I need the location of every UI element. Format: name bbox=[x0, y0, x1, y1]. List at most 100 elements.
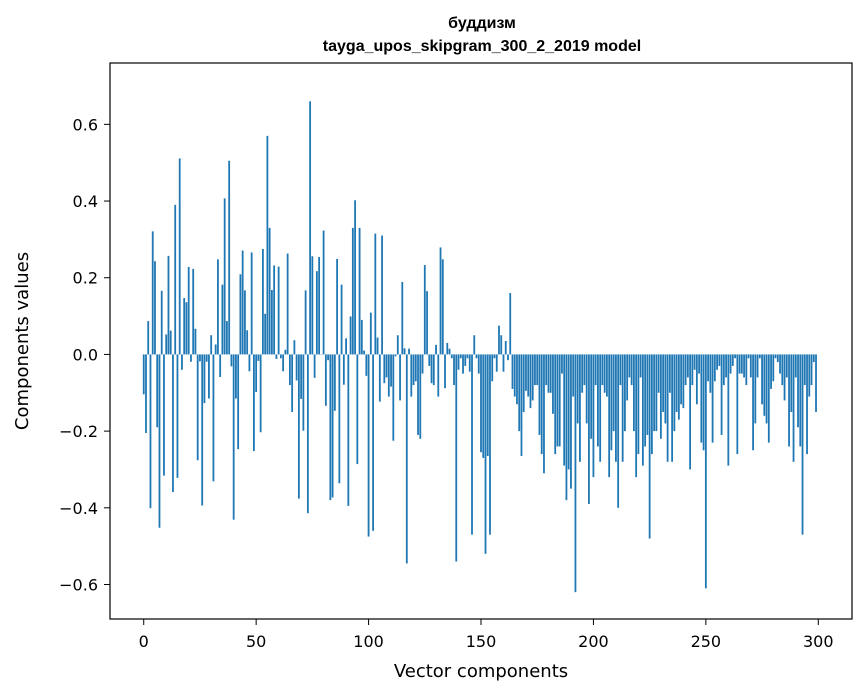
bar bbox=[511, 354, 514, 389]
bar bbox=[727, 354, 730, 466]
bar bbox=[583, 354, 586, 386]
bar bbox=[279, 354, 282, 359]
bar bbox=[527, 354, 530, 397]
bar bbox=[754, 354, 757, 424]
bar bbox=[318, 257, 321, 355]
bar bbox=[244, 290, 246, 355]
bar bbox=[414, 354, 417, 382]
y-axis: −0.6 −0.4 −0.2 0.0 0.2 0.4 0.6 bbox=[59, 115, 110, 594]
bar bbox=[217, 259, 219, 355]
bar bbox=[700, 354, 703, 443]
bar bbox=[163, 354, 165, 476]
bar bbox=[286, 253, 289, 355]
bar bbox=[423, 265, 426, 355]
y-tick-label: 0.2 bbox=[73, 269, 98, 288]
bar bbox=[812, 354, 815, 363]
bar bbox=[576, 354, 579, 424]
bar bbox=[333, 354, 336, 411]
bar bbox=[500, 335, 503, 355]
bar bbox=[650, 354, 653, 455]
bar bbox=[250, 252, 253, 355]
y-axis-label: Components values bbox=[12, 252, 33, 430]
bar bbox=[731, 354, 734, 366]
bar bbox=[745, 354, 748, 386]
y-tick-label: −0.2 bbox=[59, 422, 98, 441]
bar bbox=[185, 302, 188, 355]
bar bbox=[363, 350, 365, 355]
bar bbox=[592, 354, 595, 478]
bar bbox=[187, 266, 190, 355]
bar bbox=[354, 200, 356, 355]
bar bbox=[799, 354, 802, 447]
bar bbox=[641, 354, 644, 466]
bar bbox=[311, 256, 314, 355]
bar bbox=[581, 354, 584, 393]
bar bbox=[174, 204, 177, 355]
bar bbox=[664, 354, 667, 424]
bar bbox=[601, 354, 604, 386]
x-tick-label: 0 bbox=[139, 632, 149, 651]
bar bbox=[338, 354, 341, 484]
bar bbox=[158, 354, 161, 528]
bar bbox=[288, 354, 291, 386]
bar bbox=[713, 354, 716, 382]
y-tick-label: 0.4 bbox=[73, 192, 98, 211]
bar bbox=[516, 354, 518, 405]
bar bbox=[277, 266, 280, 355]
bar bbox=[509, 293, 512, 355]
bar bbox=[194, 328, 197, 355]
bar bbox=[270, 290, 273, 355]
bar bbox=[774, 354, 777, 359]
bar bbox=[356, 354, 359, 465]
bar bbox=[471, 354, 473, 535]
bar bbox=[608, 354, 611, 478]
bar bbox=[477, 354, 480, 374]
bar bbox=[309, 101, 312, 355]
x-tick-label: 300 bbox=[803, 632, 834, 651]
bar bbox=[648, 354, 651, 539]
bar bbox=[437, 354, 440, 397]
bar bbox=[172, 354, 174, 493]
bar bbox=[196, 354, 199, 461]
bar bbox=[349, 316, 352, 355]
bar bbox=[691, 354, 694, 386]
bar bbox=[190, 354, 192, 362]
bar bbox=[291, 354, 294, 412]
bar bbox=[203, 354, 206, 404]
bar bbox=[722, 354, 725, 386]
bar bbox=[504, 341, 507, 355]
bar bbox=[475, 354, 478, 359]
bar bbox=[430, 354, 433, 384]
bar bbox=[208, 354, 210, 399]
bar bbox=[682, 354, 685, 409]
chart-subtitle: tayga_upos_skipgram_300_2_2019 model bbox=[323, 38, 641, 55]
bar bbox=[322, 230, 325, 355]
bar bbox=[462, 354, 464, 374]
bar bbox=[455, 354, 458, 562]
bar bbox=[399, 354, 401, 401]
bar bbox=[392, 354, 395, 441]
bar bbox=[394, 354, 397, 357]
bar bbox=[758, 354, 761, 359]
y-tick-label: 0.0 bbox=[73, 345, 98, 364]
bar bbox=[808, 354, 811, 397]
x-axis: 0 50 100 150 200 250 300 bbox=[139, 619, 834, 651]
bar bbox=[489, 354, 491, 535]
bar bbox=[468, 354, 471, 372]
bar bbox=[147, 321, 150, 355]
bar bbox=[792, 354, 795, 462]
bar bbox=[221, 284, 224, 355]
bar bbox=[673, 354, 676, 432]
bar bbox=[502, 354, 505, 372]
bar bbox=[617, 354, 620, 508]
bar bbox=[579, 354, 581, 462]
bar bbox=[282, 354, 285, 372]
bar bbox=[624, 354, 626, 432]
bar bbox=[801, 354, 804, 535]
bar bbox=[284, 349, 287, 355]
bar bbox=[770, 354, 772, 389]
chart-title: буддизм bbox=[448, 15, 516, 32]
bar bbox=[536, 354, 539, 386]
bar bbox=[529, 354, 532, 409]
bar bbox=[401, 281, 404, 355]
